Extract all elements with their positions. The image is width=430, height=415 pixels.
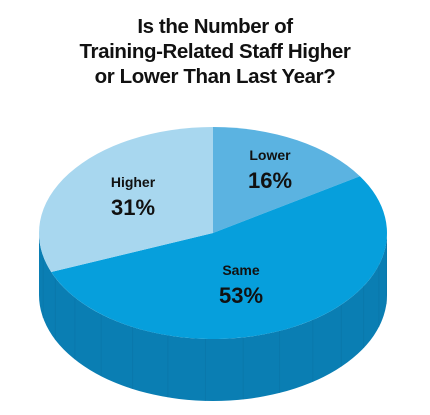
slice-value-lower: 16% (248, 168, 292, 193)
slice-value-same: 53% (219, 283, 263, 308)
chart-title-line-3: or Lower Than Last Year? (94, 65, 336, 88)
chart-title-line-1: Is the Number of (137, 15, 293, 38)
pie-slice-higher (38, 127, 214, 273)
pie-slices (38, 127, 388, 340)
pie-slice-lower (213, 127, 360, 233)
slice-label-higher: Higher (111, 174, 156, 190)
chart-title: Is the Number of Training-Related Staff … (0, 14, 430, 89)
pie-slice-same (51, 176, 388, 340)
slice-label-lower: Lower (249, 147, 291, 163)
pie-side-wall (39, 233, 387, 401)
slice-label-same: Same (222, 262, 260, 278)
chart-title-line-2: Training-Related Staff Higher (79, 40, 351, 63)
slice-value-higher: 31% (111, 195, 155, 220)
